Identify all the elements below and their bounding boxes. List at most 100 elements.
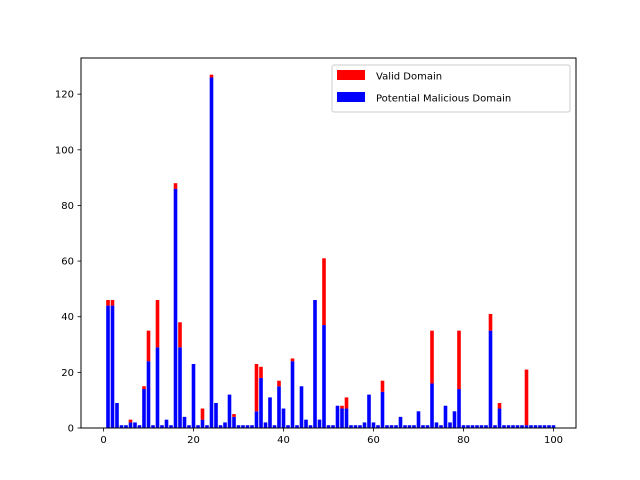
bar-malicious-52 bbox=[335, 405, 340, 428]
bar-malicious-73 bbox=[430, 383, 434, 428]
bar-malicious-43 bbox=[295, 425, 299, 428]
bar-malicious-89 bbox=[502, 425, 506, 428]
x-axis: 0 20 40 60 80 100 bbox=[100, 428, 563, 446]
bar-malicious-86 bbox=[488, 330, 493, 428]
bar-malicious-96 bbox=[533, 425, 538, 428]
bar-malicious-29 bbox=[232, 416, 236, 428]
bar-malicious-5 bbox=[124, 425, 128, 428]
bar-valid-16 bbox=[173, 183, 178, 189]
bar-malicious-36 bbox=[263, 422, 268, 428]
bar-malicious-84 bbox=[479, 425, 484, 428]
bar-malicious-64 bbox=[389, 425, 394, 428]
bar-malicious-8 bbox=[137, 425, 142, 428]
bar-malicious-2 bbox=[110, 305, 115, 428]
x-tick-label-20: 20 bbox=[187, 435, 200, 446]
bar-malicious-57 bbox=[358, 425, 362, 428]
bar-malicious-18 bbox=[182, 416, 187, 428]
bar-malicious-99 bbox=[547, 425, 551, 428]
bar-malicious-31 bbox=[241, 425, 245, 428]
bar-valid-39 bbox=[277, 380, 281, 387]
bar-malicious-40 bbox=[281, 408, 286, 428]
bar-malicious-22 bbox=[200, 419, 205, 428]
bar-malicious-32 bbox=[245, 425, 250, 428]
bar-malicious-71 bbox=[421, 425, 425, 428]
bar-malicious-39 bbox=[277, 386, 281, 428]
bar-malicious-74 bbox=[434, 422, 439, 428]
bar-valid-54 bbox=[344, 397, 349, 409]
y-tick-label-120: 120 bbox=[55, 90, 74, 101]
bar-valid-86 bbox=[488, 313, 493, 331]
legend: Valid Domain Potential Malicious Domain bbox=[331, 64, 571, 113]
bar-malicious-42 bbox=[290, 361, 295, 428]
bar-malicious-4 bbox=[119, 425, 124, 428]
bar-malicious-91 bbox=[511, 425, 515, 428]
bar-valid-49 bbox=[322, 258, 326, 326]
bar-malicious-44 bbox=[299, 386, 304, 428]
bar-malicious-16 bbox=[173, 188, 178, 428]
bar-valid-6 bbox=[128, 419, 133, 423]
y-tick-label-60: 60 bbox=[61, 257, 74, 268]
bar-valid-79 bbox=[457, 330, 461, 390]
bar-malicious-66 bbox=[398, 416, 403, 428]
bar-malicious-94 bbox=[524, 425, 529, 428]
bar-malicious-51 bbox=[331, 425, 335, 428]
bar-valid-9 bbox=[142, 386, 146, 390]
bar-malicious-55 bbox=[349, 425, 353, 428]
bar-malicious-37 bbox=[268, 397, 272, 428]
bar-malicious-85 bbox=[484, 425, 488, 428]
plot-frame bbox=[80, 57, 577, 429]
bar-malicious-54 bbox=[344, 408, 349, 428]
bar-malicious-7 bbox=[133, 422, 137, 428]
y-tick-label-20: 20 bbox=[61, 368, 74, 379]
bar-malicious-25 bbox=[214, 402, 218, 428]
bar-malicious-56 bbox=[353, 425, 358, 428]
bar-malicious-26 bbox=[218, 425, 223, 428]
bar-malicious-95 bbox=[529, 425, 533, 428]
bar-malicious-21 bbox=[196, 425, 200, 428]
x-tick-label-80: 80 bbox=[457, 435, 470, 446]
bar-malicious-82 bbox=[470, 425, 475, 428]
bar-malicious-20 bbox=[191, 364, 196, 428]
bar-valid-1 bbox=[106, 300, 110, 306]
bar-malicious-80 bbox=[461, 425, 466, 428]
bar-malicious-14 bbox=[164, 419, 169, 428]
x-tick-label-100: 100 bbox=[544, 435, 563, 446]
bar-malicious-23 bbox=[205, 425, 209, 428]
legend-swatch-valid bbox=[337, 70, 365, 80]
y-axis: 0 20 40 60 80 100 120 bbox=[55, 90, 81, 435]
y-tick-label-0: 0 bbox=[68, 424, 74, 435]
bar-malicious-68 bbox=[407, 425, 412, 428]
bar-malicious-61 bbox=[376, 425, 380, 428]
bar-valid-53 bbox=[340, 405, 344, 409]
bar-malicious-41 bbox=[286, 425, 290, 428]
bar-malicious-1 bbox=[106, 305, 110, 428]
bar-malicious-19 bbox=[187, 425, 191, 428]
bar-malicious-49 bbox=[322, 325, 326, 428]
bar-malicious-3 bbox=[115, 402, 119, 428]
bar-malicious-78 bbox=[452, 411, 457, 428]
bar-malicious-67 bbox=[403, 425, 407, 428]
bar-malicious-12 bbox=[155, 347, 160, 428]
bar-malicious-35 bbox=[259, 377, 263, 428]
bar-valid-24 bbox=[209, 74, 214, 78]
bar-malicious-58 bbox=[362, 422, 367, 428]
bar-malicious-17 bbox=[178, 347, 182, 428]
bars-layer bbox=[106, 74, 556, 428]
bar-malicious-87 bbox=[493, 425, 497, 428]
bar-valid-10 bbox=[146, 330, 151, 362]
bar-malicious-83 bbox=[475, 425, 479, 428]
bar-malicious-63 bbox=[385, 425, 389, 428]
bar-valid-29 bbox=[232, 414, 236, 417]
x-tick-label-60: 60 bbox=[367, 435, 380, 446]
bar-malicious-77 bbox=[448, 422, 452, 428]
bar-malicious-45 bbox=[304, 419, 308, 428]
bar-malicious-15 bbox=[169, 425, 173, 428]
y-tick-label-100: 100 bbox=[55, 145, 74, 156]
bar-valid-12 bbox=[155, 300, 160, 348]
bar-malicious-65 bbox=[394, 425, 398, 428]
bar-malicious-75 bbox=[439, 425, 443, 428]
bar-malicious-13 bbox=[160, 425, 164, 428]
bar-malicious-47 bbox=[313, 300, 317, 428]
bar-malicious-72 bbox=[425, 425, 430, 428]
